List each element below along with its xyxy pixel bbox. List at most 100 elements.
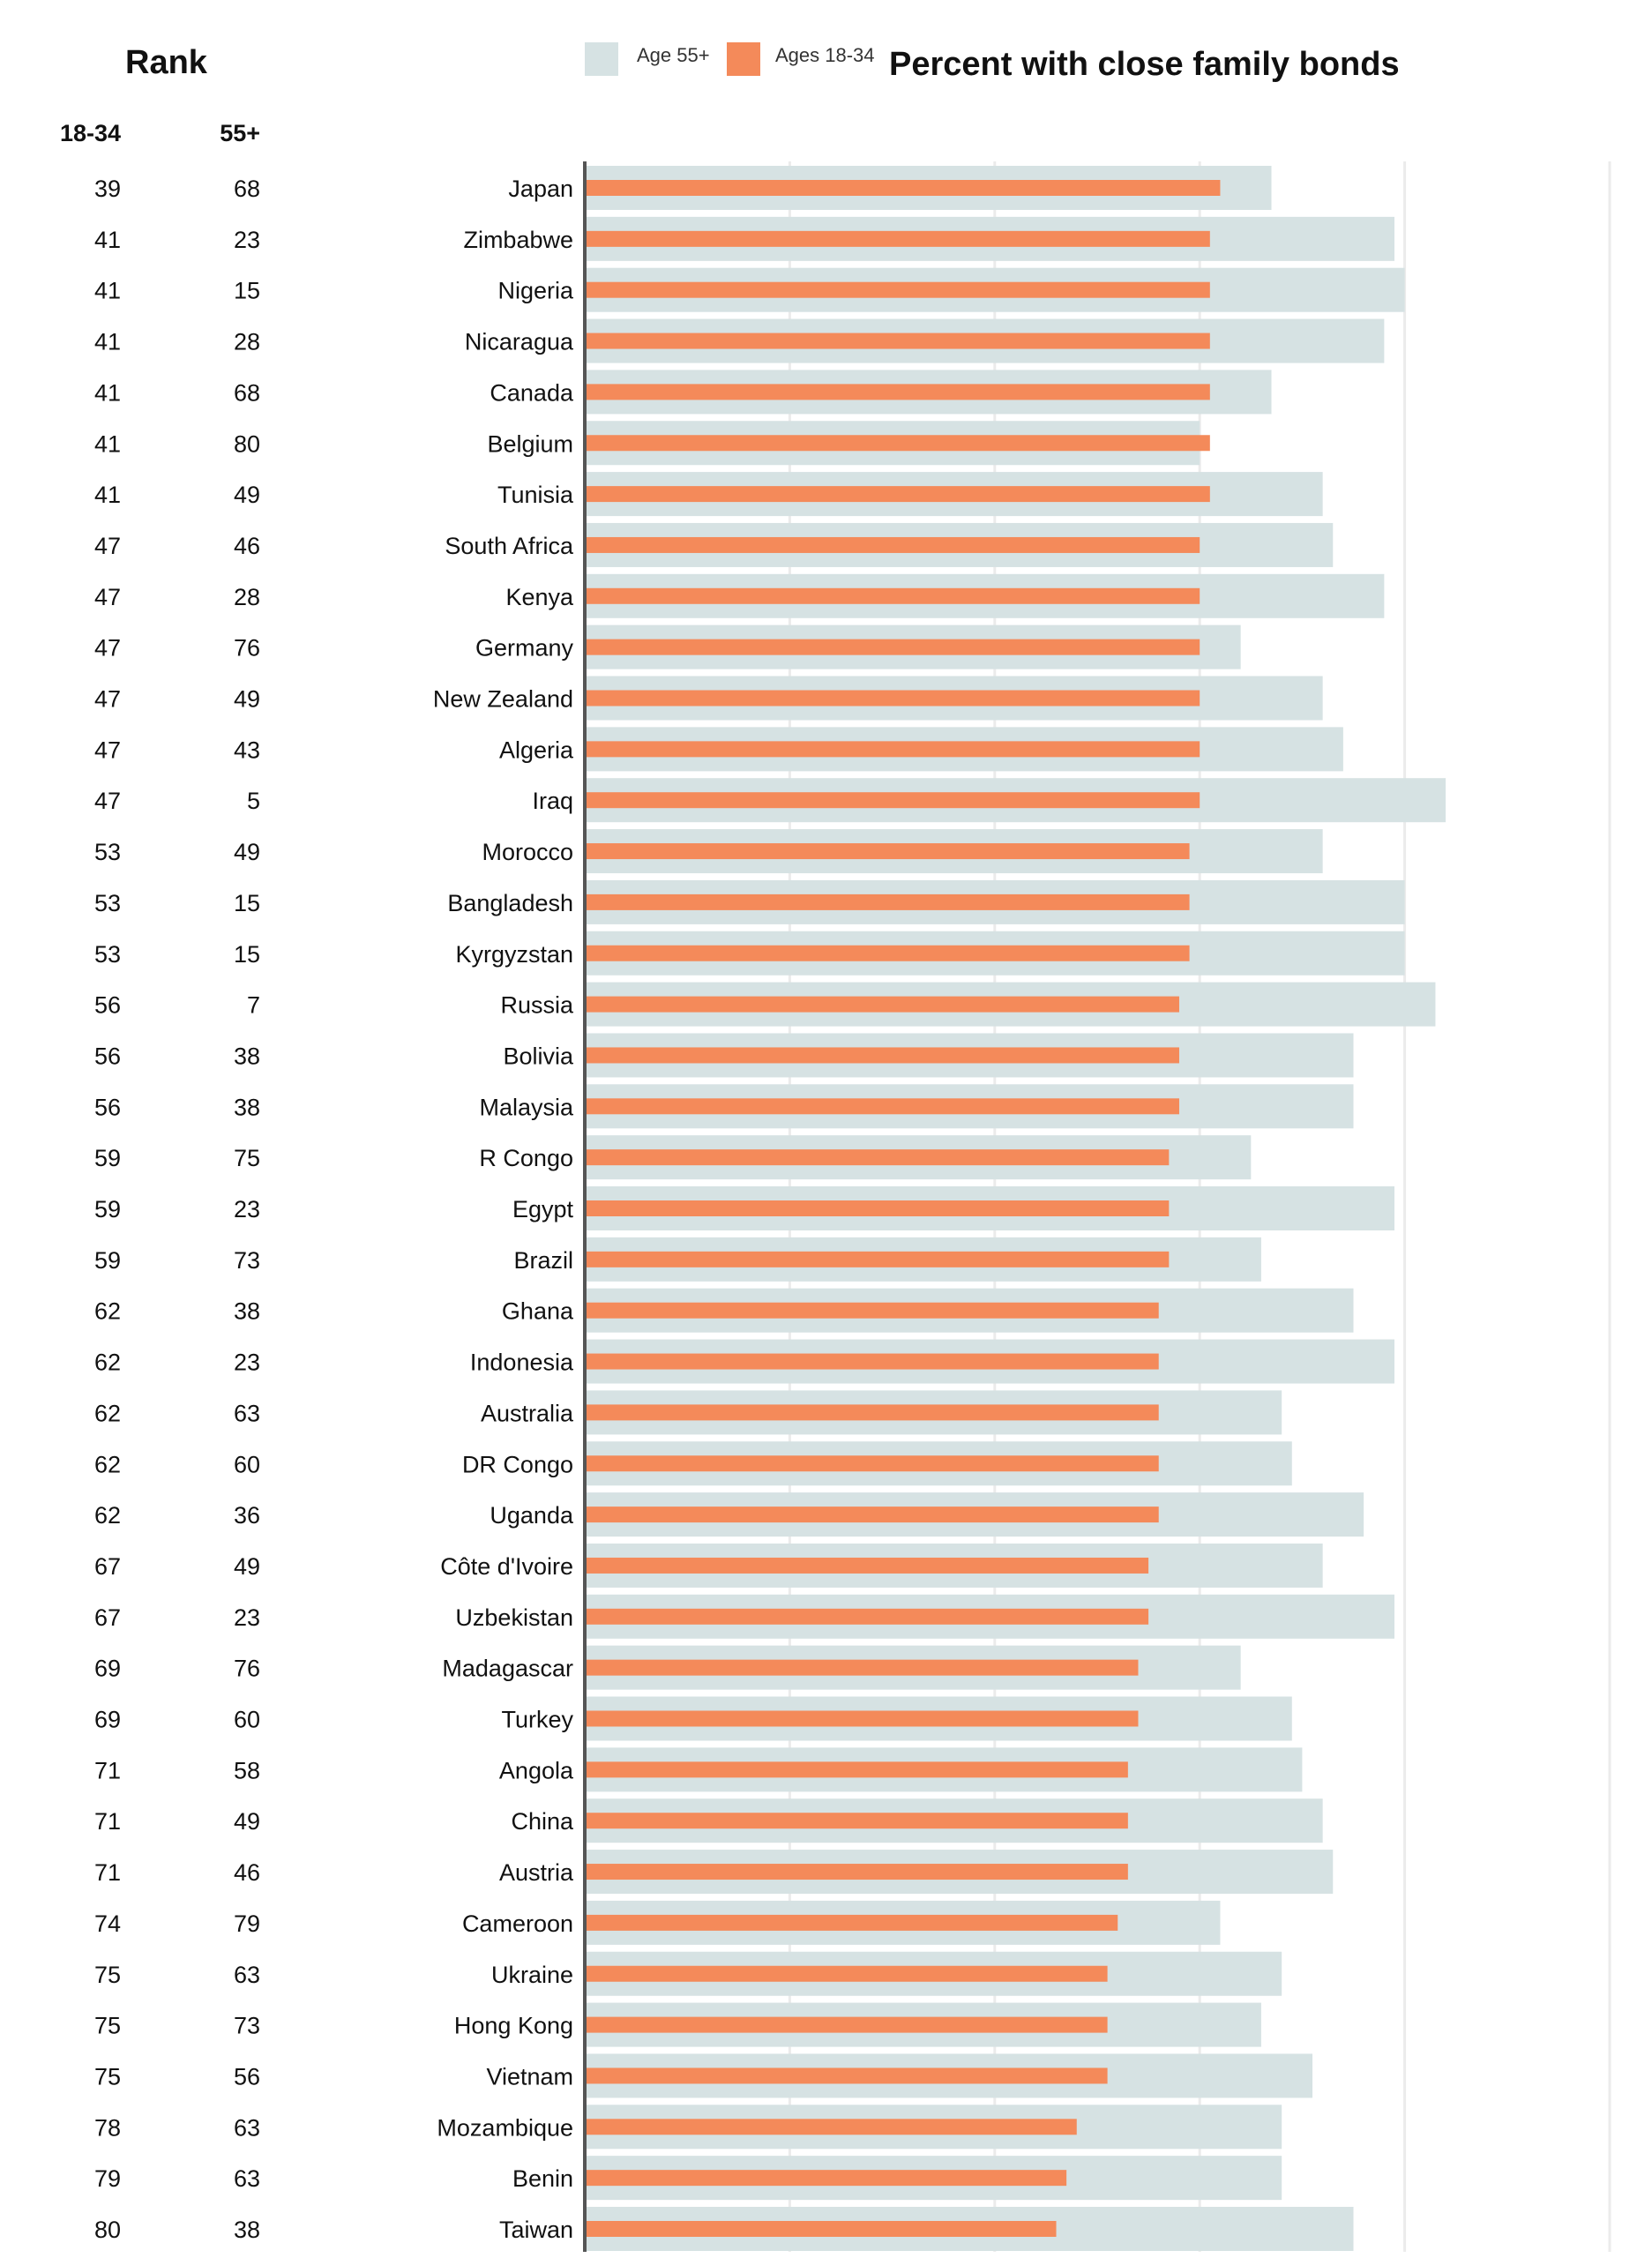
bar-row (585, 573, 1385, 618)
bar-row (585, 1186, 1394, 1230)
country-label: Ukraine (491, 1962, 573, 1988)
rank-18-34-value: 47 (94, 584, 121, 610)
rank-18-34-value: 80 (94, 2217, 121, 2243)
rank-55-plus-value: 63 (234, 2165, 260, 2192)
rank-55-plus-value: 28 (234, 329, 260, 355)
bar-ages-18-34 (585, 1404, 1159, 1421)
bar-row (585, 879, 1405, 924)
bar-row (585, 676, 1323, 721)
rank-55-plus-value: 63 (234, 1400, 260, 1426)
bars (585, 166, 1446, 2251)
legend-label-age-55-plus: Age 55+ (637, 44, 710, 66)
rank-18-34-value: 75 (94, 2013, 121, 2039)
rank-55-plus-value: 79 (234, 1910, 260, 1937)
rank-18-34-value: 59 (94, 1196, 121, 1222)
country-label: Japan (508, 176, 573, 202)
rank-55-plus-value: 23 (234, 1604, 260, 1631)
bar-row (585, 166, 1272, 210)
bar-row (585, 1492, 1364, 1537)
country-label: Canada (490, 379, 574, 406)
rank-18-34-value: 71 (94, 1808, 121, 1835)
rank-18-34-value: 41 (94, 379, 121, 406)
bar-row (585, 1594, 1394, 1639)
country-label: Hong Kong (454, 2013, 573, 2039)
rank-18-34-value: 62 (94, 1350, 121, 1376)
bar-row (585, 472, 1323, 517)
bar-ages-18-34 (585, 536, 1200, 553)
bar-row (585, 778, 1446, 823)
rank-18-34-value: 67 (94, 1604, 121, 1631)
bar-ages-18-34 (585, 2170, 1067, 2187)
rank-18-34-value: 56 (94, 992, 121, 1019)
rank-55-plus-value: 7 (247, 992, 260, 1019)
bar-ages-18-34 (585, 1608, 1149, 1625)
rank-18-34-value: 47 (94, 533, 121, 559)
rank-55-plus-value: 49 (234, 482, 260, 508)
rank-55-plus-value: 15 (234, 278, 260, 304)
country-label: Nicaragua (465, 329, 574, 355)
rank-18-34-value: 41 (94, 278, 121, 304)
rank-18-34-value: 69 (94, 1707, 121, 1733)
rank-column-header-55-plus: 55+ (220, 120, 260, 146)
rank-55-plus-value: 15 (234, 890, 260, 916)
rank-18-34-value: 39 (94, 176, 121, 202)
country-label: Germany (475, 635, 574, 662)
country-label: Taiwan (499, 2217, 573, 2243)
rank-18-34-value: 74 (94, 1910, 121, 1937)
country-label: Belgium (487, 430, 573, 457)
bar-row (585, 2105, 1282, 2150)
bar-ages-18-34 (585, 1914, 1118, 1931)
rank-55-plus-value: 49 (234, 686, 260, 713)
country-label: Turkey (501, 1707, 573, 1733)
rank-55-plus-value: 38 (234, 1298, 260, 1325)
bar-ages-18-34 (585, 741, 1200, 758)
bar-ages-18-34 (585, 792, 1200, 809)
rank-18-34-value: 47 (94, 736, 121, 763)
rank-18-34-value: 41 (94, 227, 121, 253)
country-label: Austria (499, 1859, 574, 1886)
rank-55-plus-value: 49 (234, 839, 260, 865)
bar-row (585, 1696, 1292, 1741)
bar-row (585, 2207, 1354, 2251)
country-label: South Africa (445, 533, 574, 559)
bar-ages-18-34 (585, 1965, 1108, 1982)
rank-18-34-value: 75 (94, 2063, 121, 2090)
bar-row (585, 2002, 1261, 2047)
bar-ages-18-34 (585, 1455, 1159, 1472)
bar-ages-18-34 (585, 945, 1190, 961)
rank-55-plus-value: 46 (234, 533, 260, 559)
rank-55-plus-value: 80 (234, 430, 260, 457)
rank-18-34-value: 67 (94, 1553, 121, 1580)
country-label: Algeria (499, 736, 574, 763)
bar-row (585, 1237, 1261, 1282)
country-label: Kyrgyzstan (455, 941, 573, 968)
bar-row (585, 1900, 1221, 1945)
bar-row (585, 1798, 1323, 1843)
legend-swatch-ages-18-34 (727, 42, 760, 76)
rank-18-34-value: 59 (94, 1247, 121, 1274)
rank-18-34-value: 53 (94, 941, 121, 968)
bar-row (585, 522, 1334, 567)
country-label: Benin (512, 2165, 573, 2192)
country-label: Tunisia (497, 482, 574, 508)
rank-55-plus-value: 28 (234, 584, 260, 610)
country-label: Morocco (482, 839, 573, 865)
rank-55-plus-value: 43 (234, 736, 260, 763)
bar-row (585, 370, 1272, 415)
bar-ages-18-34 (585, 486, 1210, 503)
bar-ages-18-34 (585, 1251, 1170, 1267)
rank-18-34-value: 62 (94, 1298, 121, 1325)
country-label: Uganda (490, 1502, 574, 1529)
bar-row (585, 267, 1405, 312)
rank-55-plus-value: 15 (234, 941, 260, 968)
bar-ages-18-34 (585, 2119, 1077, 2135)
bar-row (585, 829, 1323, 874)
bar-row (585, 1645, 1241, 1690)
country-label: Nigeria (497, 278, 574, 304)
rank-55-plus-value: 60 (234, 1451, 260, 1477)
bar-row (585, 1135, 1252, 1180)
bar-ages-18-34 (585, 2221, 1057, 2237)
bar-ages-18-34 (585, 1507, 1159, 1523)
rank-title: Rank (125, 44, 207, 81)
bar-row (585, 624, 1241, 669)
